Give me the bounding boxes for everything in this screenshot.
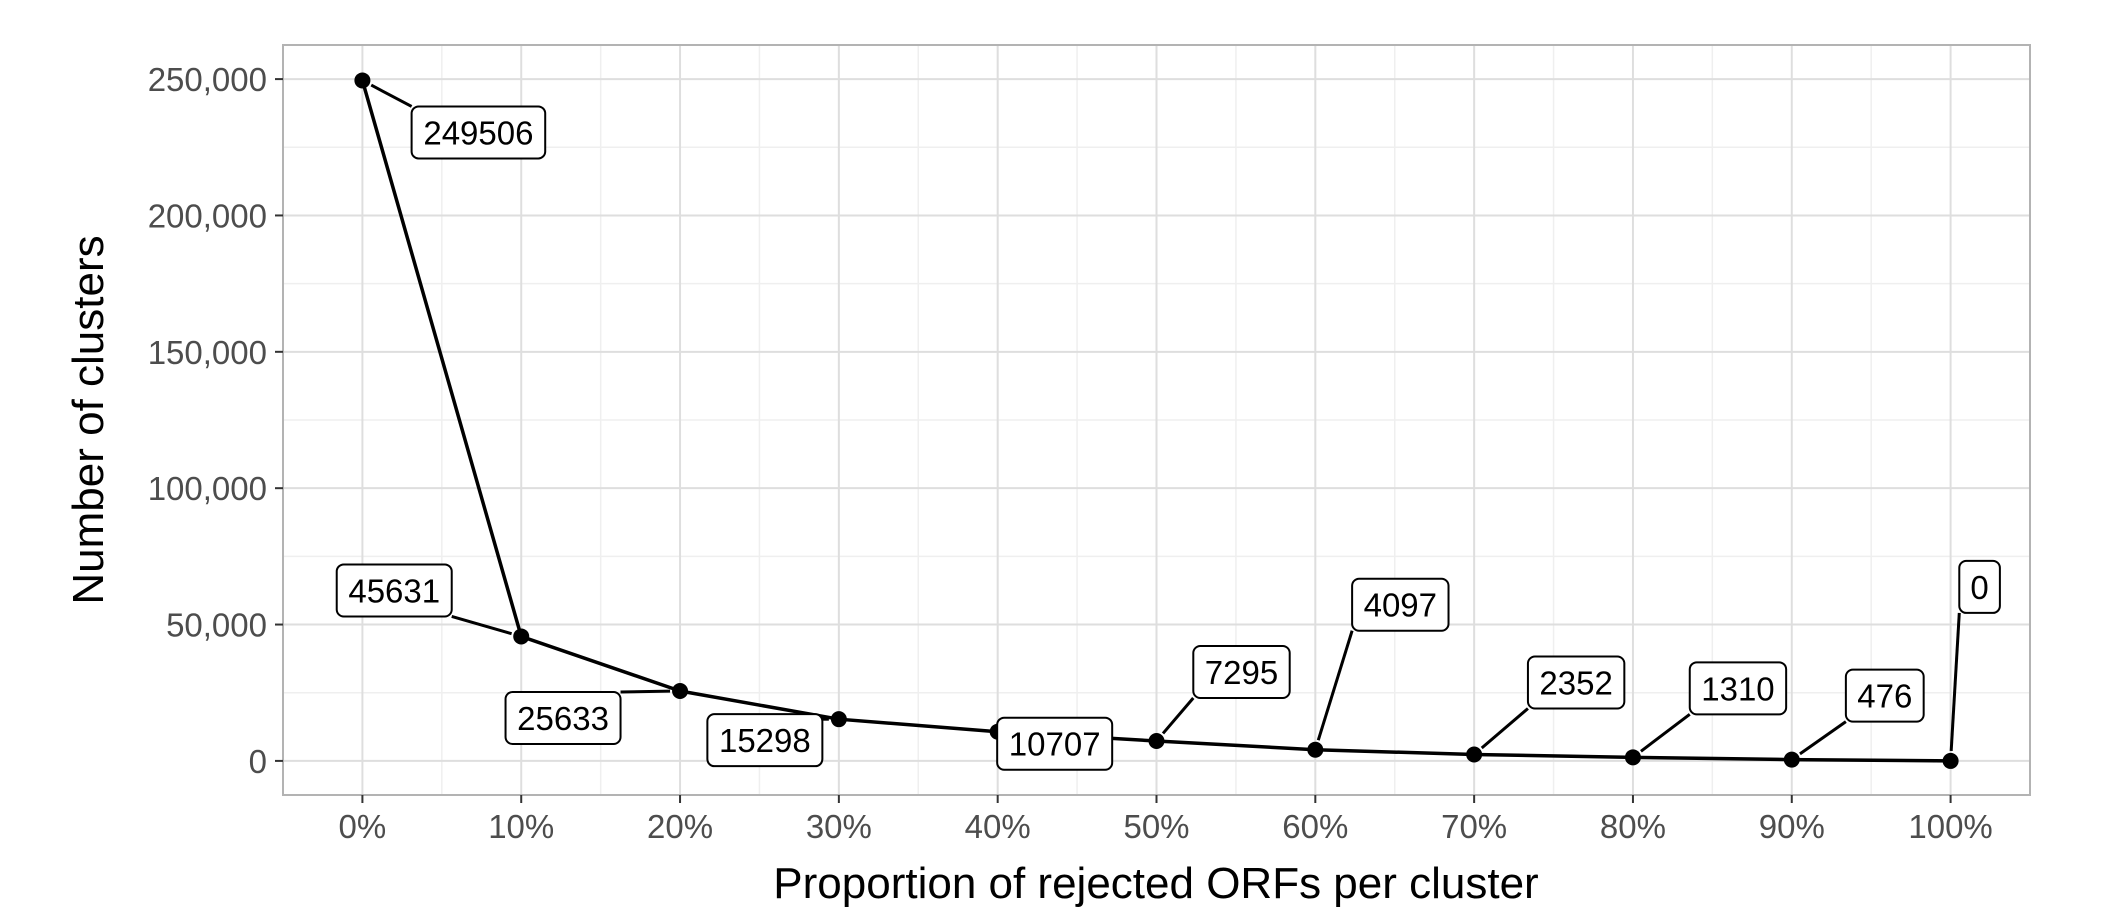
data-label: 1310	[1701, 670, 1774, 707]
x-tick-label: 40%	[965, 808, 1031, 845]
y-tick-label: 200,000	[148, 197, 267, 234]
data-label: 15298	[719, 722, 811, 759]
data-point	[830, 711, 847, 728]
data-point	[1783, 751, 1800, 768]
data-label-leader	[1316, 630, 1354, 741]
data-label: 7295	[1205, 654, 1278, 691]
data-label-leader	[1949, 612, 1961, 752]
data-label-box	[996, 716, 1114, 771]
y-axis-ticks: 0 50,000 100,000 150,000 200,000 250,000	[148, 61, 283, 780]
x-axis-ticks: 0% 10% 20% 30% 40% 50% 60% 70% 80% 90% 100%	[339, 795, 1993, 845]
data-label-box	[335, 563, 453, 618]
y-tick-label: 50,000	[166, 607, 267, 644]
data-label-box	[706, 713, 824, 768]
data-label-box	[1526, 655, 1626, 710]
data-label-leader	[620, 689, 671, 694]
data-point	[1942, 752, 1959, 769]
x-tick-label: 50%	[1123, 808, 1189, 845]
data-label-leader	[1799, 720, 1847, 756]
x-tick-label: 0%	[339, 808, 387, 845]
x-tick-label: 30%	[806, 808, 872, 845]
data-label-leader	[370, 83, 413, 108]
data-label-box	[504, 691, 622, 746]
data-label: 10707	[1009, 726, 1101, 763]
data-label-box	[1688, 661, 1788, 716]
data-point	[1466, 746, 1483, 763]
data-point	[1624, 749, 1641, 766]
x-tick-label: 90%	[1759, 808, 1825, 845]
data-label: 45631	[348, 572, 440, 609]
data-point	[672, 683, 689, 700]
data-label-box	[1192, 645, 1291, 700]
x-tick-label: 70%	[1441, 808, 1507, 845]
series-layer	[354, 72, 1959, 769]
data-point	[513, 628, 530, 645]
data-point	[1148, 733, 1165, 750]
y-tick-label: 250,000	[148, 61, 267, 98]
x-tick-label: 60%	[1282, 808, 1348, 845]
x-tick-label: 80%	[1600, 808, 1666, 845]
y-tick-label: 150,000	[148, 334, 267, 371]
x-tick-label: 100%	[1908, 808, 1992, 845]
data-labels: 249506 45631 25633 15298 10707 7295 4097 2352 13…	[335, 83, 2001, 771]
data-point	[354, 72, 371, 89]
data-label-leader	[451, 615, 513, 636]
y-tick-label: 0	[249, 743, 267, 780]
data-label: 476	[1857, 678, 1912, 715]
data-label-box	[1958, 559, 2001, 614]
data-label-leader	[1640, 713, 1691, 753]
y-axis-title: Number of clusters	[64, 235, 113, 604]
data-label: 0	[1970, 569, 1988, 606]
x-tick-label: 10%	[488, 808, 554, 845]
x-tick-label: 20%	[647, 808, 713, 845]
data-label: 2352	[1539, 664, 1612, 701]
grid-lines	[283, 45, 2030, 795]
data-label: 249506	[423, 114, 533, 151]
data-label-box	[1844, 668, 1925, 723]
data-label-leader	[1480, 707, 1529, 750]
data-label-box	[1351, 577, 1450, 632]
data-label: 4097	[1364, 587, 1437, 624]
y-tick-label: 100,000	[148, 470, 267, 507]
data-label-leader	[1161, 697, 1195, 735]
x-axis-title: Proportion of rejected ORFs per cluster	[773, 859, 1538, 908]
data-point	[1307, 741, 1324, 758]
data-label: 25633	[517, 700, 609, 737]
data-label-box	[410, 105, 547, 160]
